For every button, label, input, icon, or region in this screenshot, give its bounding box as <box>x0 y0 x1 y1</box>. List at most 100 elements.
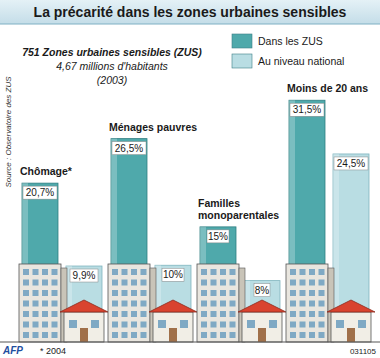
window <box>300 269 306 275</box>
window <box>33 311 39 317</box>
data-label: 15% <box>208 231 228 242</box>
window <box>201 290 207 296</box>
window <box>112 280 118 286</box>
window <box>42 290 48 296</box>
roof <box>60 300 108 312</box>
window <box>309 311 315 317</box>
category-label: Chômage* <box>20 165 73 177</box>
title-band <box>0 0 380 24</box>
window <box>42 301 48 307</box>
window <box>52 290 58 296</box>
window <box>300 332 306 338</box>
window <box>141 311 147 317</box>
window <box>33 280 39 286</box>
data-label: 24,5% <box>337 158 365 169</box>
category-label-line: Moins de 20 ans <box>287 82 368 94</box>
house <box>242 312 282 342</box>
window <box>23 332 29 338</box>
window <box>122 290 128 296</box>
window <box>112 301 118 307</box>
window <box>52 301 58 307</box>
window <box>319 290 325 296</box>
window <box>52 322 58 328</box>
window <box>201 332 207 338</box>
data-label-bg <box>112 142 146 155</box>
window <box>33 301 39 307</box>
category-label: Moins de 20 ans <box>287 82 368 94</box>
house <box>331 312 371 342</box>
window <box>220 301 226 307</box>
window <box>300 280 306 286</box>
window <box>42 332 48 338</box>
legend-swatch <box>232 54 252 68</box>
window <box>309 269 315 275</box>
window <box>141 290 147 296</box>
data-label-bg <box>23 186 57 199</box>
roof <box>327 300 375 312</box>
title-rule <box>0 24 380 25</box>
window <box>201 311 207 317</box>
window <box>122 301 128 307</box>
data-label: 31,5% <box>293 104 321 115</box>
door <box>347 328 355 342</box>
window <box>131 332 137 338</box>
window <box>42 269 48 275</box>
subtitle: 4,67 millions d'habitants <box>56 60 168 72</box>
window <box>201 301 207 307</box>
window <box>23 322 29 328</box>
data-label-bg <box>334 157 368 170</box>
window <box>220 280 226 286</box>
window <box>211 269 217 275</box>
window <box>230 280 236 286</box>
window <box>131 269 137 275</box>
window <box>290 301 296 307</box>
window <box>319 280 325 286</box>
window <box>319 322 325 328</box>
window <box>141 332 147 338</box>
window <box>300 322 306 328</box>
code: 031105 <box>350 347 377 356</box>
credit: AFP <box>2 345 23 356</box>
legend-label: Au niveau national <box>258 55 344 67</box>
window <box>112 332 118 338</box>
window <box>309 332 315 338</box>
footnote: * 2004 <box>40 346 66 356</box>
window <box>91 320 99 328</box>
window <box>112 269 118 275</box>
window <box>230 290 236 296</box>
window <box>230 269 236 275</box>
subtitle: (2003) <box>97 74 127 86</box>
window <box>211 332 217 338</box>
window <box>201 322 207 328</box>
window <box>230 322 236 328</box>
window <box>290 280 296 286</box>
window <box>309 280 315 286</box>
house <box>153 312 193 342</box>
data-label: 9,9% <box>73 270 96 281</box>
data-label-bg <box>70 269 98 282</box>
window <box>336 320 344 328</box>
building <box>19 264 61 342</box>
window <box>122 322 128 328</box>
window <box>33 269 39 275</box>
roof <box>149 300 197 312</box>
bars <box>22 100 369 342</box>
window <box>230 332 236 338</box>
building <box>197 264 239 342</box>
window <box>269 320 277 328</box>
window <box>319 269 325 275</box>
title: La précarité dans les zones urbaines sen… <box>34 4 347 20</box>
category-label-line: Familles <box>198 197 240 209</box>
legend-label: Dans les ZUS <box>258 35 323 47</box>
category-label-line: Ménages pauvres <box>109 121 197 133</box>
ground <box>0 342 380 343</box>
window <box>33 322 39 328</box>
window <box>52 332 58 338</box>
door <box>258 328 266 342</box>
window <box>23 301 29 307</box>
window <box>122 311 128 317</box>
data-label-bg <box>254 284 270 297</box>
window <box>211 301 217 307</box>
window <box>290 332 296 338</box>
window <box>230 311 236 317</box>
